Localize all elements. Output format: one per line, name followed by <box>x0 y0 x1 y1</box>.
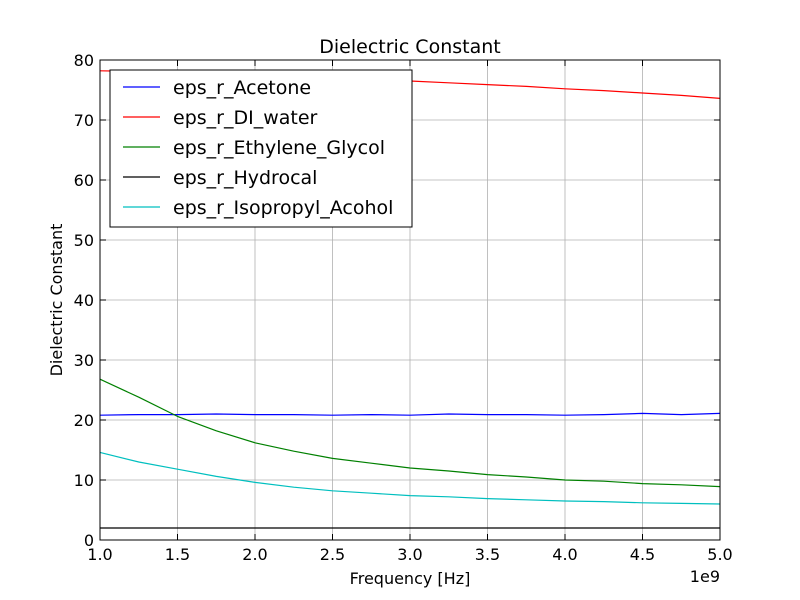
series-line-eps-r-acetone <box>99 412 721 416</box>
x-tick-label: 3.5 <box>475 545 500 564</box>
legend-label: eps_r_Ethylene_Glycol <box>173 137 385 159</box>
y-tick-label: 40 <box>74 291 94 310</box>
x-tick-label: 1.5 <box>165 545 190 564</box>
x-axis-label: Frequency [Hz] <box>350 569 471 588</box>
legend-label: eps_r_Acetone <box>173 77 311 99</box>
y-tick-label: 10 <box>74 471 94 490</box>
x-tick-label: 2.0 <box>242 545 267 564</box>
y-tick-label: 50 <box>74 231 94 250</box>
x-tick-label: 2.5 <box>320 545 345 564</box>
axis-ticks: 1.0 1.5 2.0 2.5 3.0 3.5 4.0 4.5 5.0 0 10 20 30 40 50 60… <box>74 51 733 564</box>
series-line-eps-r-isopropyl-acohol <box>99 451 721 505</box>
x-axis-multiplier: 1e9 <box>690 567 720 586</box>
x-tick-label: 3.0 <box>397 545 422 564</box>
y-tick-label: 20 <box>74 411 94 430</box>
y-tick-label: 60 <box>74 171 94 190</box>
y-tick-label: 30 <box>74 351 94 370</box>
y-axis-label: Dielectric Constant <box>47 224 66 377</box>
x-tick-label: 1.0 <box>87 545 112 564</box>
legend-box <box>109 69 413 228</box>
legend: eps_r_Acetone eps_r_DI_water eps_r_Ethylen… <box>109 69 413 228</box>
legend-label: eps_r_Isopropyl_Acohol <box>173 197 393 219</box>
y-tick-label: 80 <box>74 51 94 70</box>
y-tick-label: 0 <box>84 531 94 550</box>
x-tick-label: 5.0 <box>707 545 732 564</box>
series-line-eps-r-ethylene-glycol <box>99 378 721 488</box>
x-tick-label: 4.5 <box>630 545 655 564</box>
x-tick-label: 4.0 <box>552 545 577 564</box>
y-tick-label: 70 <box>74 111 94 130</box>
chart-title: Dielectric Constant <box>319 36 500 58</box>
legend-label: eps_r_Hydrocal <box>173 167 317 189</box>
legend-label: eps_r_DI_water <box>173 107 318 129</box>
